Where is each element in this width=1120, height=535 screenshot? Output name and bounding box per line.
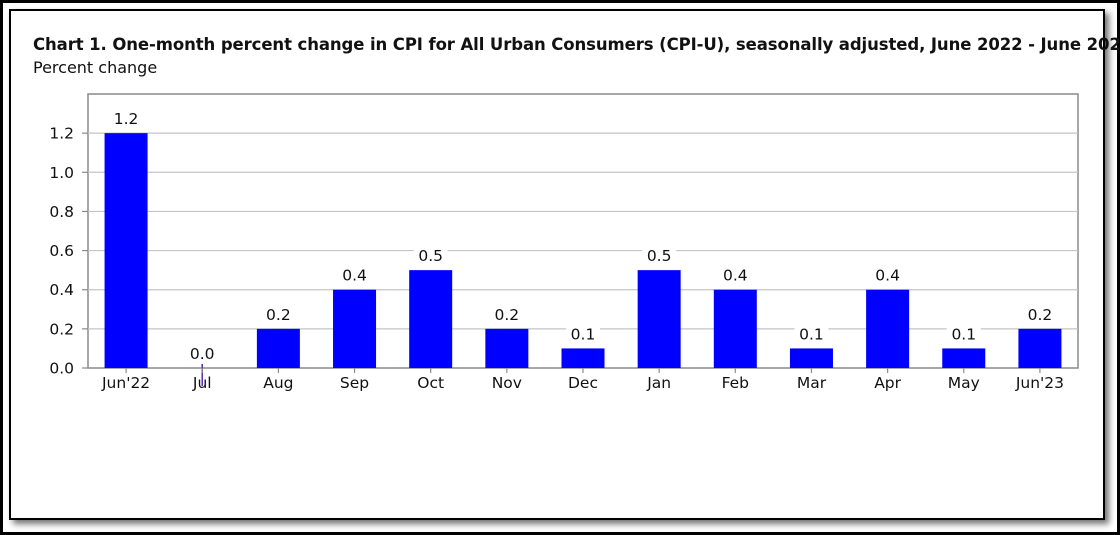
data-label-8: 0.4 <box>723 267 748 285</box>
data-label-10: 0.4 <box>875 267 900 285</box>
bar-0 <box>104 133 148 368</box>
x-tick-label-10: Apr <box>874 374 901 392</box>
data-label-bg-12 <box>1022 303 1057 324</box>
data-label-11: 0.1 <box>951 325 976 343</box>
x-tick-label-9: Mar <box>797 374 827 392</box>
bar-8 <box>713 289 757 368</box>
data-label-2: 0.2 <box>266 306 291 324</box>
data-label-12: 0.2 <box>1028 306 1053 324</box>
data-label-3: 0.4 <box>342 267 367 285</box>
x-tick-label-0: Jun'22 <box>101 374 150 392</box>
plot-area <box>87 93 1079 369</box>
data-label-bg-1 <box>185 343 220 363</box>
data-label-bg-2 <box>261 303 296 324</box>
data-label-bg-6 <box>566 323 600 344</box>
data-label-bg-7 <box>642 245 677 266</box>
data-label-bg-8 <box>718 264 753 285</box>
bar-5 <box>485 328 529 368</box>
data-label-7: 0.5 <box>647 247 672 265</box>
data-label-bg-0 <box>109 108 144 129</box>
bar-2 <box>256 328 300 368</box>
data-label-bg-3 <box>337 264 372 285</box>
x-tick-label-3: Sep <box>340 374 369 392</box>
x-tick-label-6: Dec <box>568 374 598 392</box>
bar-7 <box>637 270 681 368</box>
x-tick-label-4: Oct <box>417 374 444 392</box>
data-label-bg-10 <box>870 264 905 285</box>
bar-10 <box>866 289 910 368</box>
data-label-6: 0.1 <box>571 325 596 343</box>
y-tick-label-3: 0.6 <box>49 242 74 260</box>
y-tick-label-4: 0.8 <box>49 203 74 221</box>
bar-11 <box>942 348 986 368</box>
bar-6 <box>561 348 605 368</box>
bar-9 <box>789 348 833 368</box>
bar-4 <box>409 270 453 368</box>
x-tick-label-12: Jun'23 <box>1015 374 1064 392</box>
y-tick-label-0: 0.0 <box>49 360 74 378</box>
data-label-5: 0.2 <box>495 306 520 324</box>
y-tick-label-2: 0.4 <box>49 281 74 299</box>
x-tick-label-8: Feb <box>722 374 749 392</box>
bar-12 <box>1018 328 1062 368</box>
data-label-bg-11 <box>946 323 981 344</box>
x-tick-label-7: Jan <box>646 374 671 392</box>
x-tick-label-5: Nov <box>492 374 522 392</box>
chart-subtitle: Percent change <box>33 58 158 77</box>
y-tick-label-5: 1.0 <box>49 164 74 182</box>
data-label-1: 0.0 <box>190 345 215 363</box>
x-tick-label-11: May <box>948 374 980 392</box>
bar-3 <box>333 289 377 368</box>
data-label-bg-9 <box>794 323 829 344</box>
chart-title: Chart 1. One-month percent change in CPI… <box>33 35 1120 54</box>
data-label-9: 0.1 <box>799 325 824 343</box>
y-tick-label-6: 1.2 <box>49 125 74 143</box>
data-label-bg-4 <box>413 245 448 266</box>
x-tick-label-1: Jul <box>192 374 212 392</box>
data-label-4: 0.5 <box>418 247 443 265</box>
x-tick-label-2: Aug <box>263 374 293 392</box>
data-label-bg-5 <box>489 303 524 324</box>
data-label-0: 1.2 <box>114 110 139 128</box>
y-tick-label-1: 0.2 <box>49 320 74 338</box>
